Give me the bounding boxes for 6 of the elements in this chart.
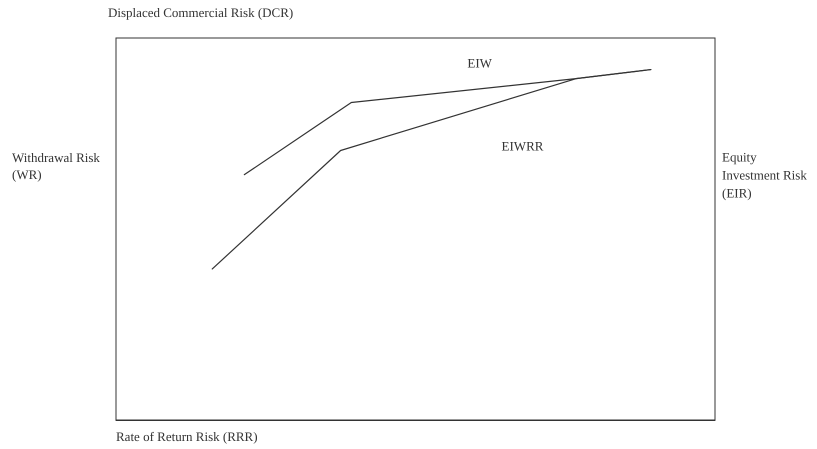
chart-title: Displaced Commercial Risk (DCR) <box>108 5 294 20</box>
y2-axis-title: Equity Investment Risk (EIR) <box>722 150 810 200</box>
series-label: EIW <box>467 56 493 71</box>
text: EIWRR <box>502 138 544 154</box>
y-axis-title: Withdrawal Risk (WR) <box>12 150 104 182</box>
x-axis-title: Rate of Return Risk (RRR) <box>116 429 258 444</box>
